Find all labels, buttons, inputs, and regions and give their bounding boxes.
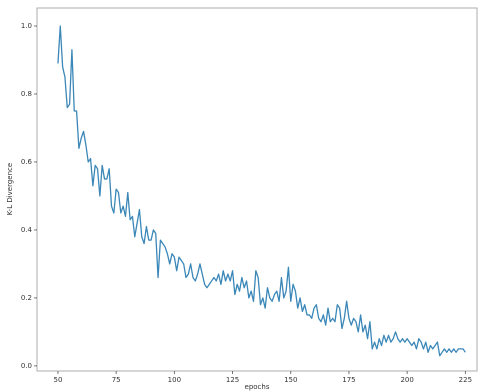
- x-tick-label: 125: [226, 376, 239, 384]
- x-tick-label: 225: [459, 376, 472, 384]
- x-tick-label: 150: [284, 376, 297, 384]
- x-axis-label: epochs: [245, 383, 270, 391]
- y-tick-label: 1.0: [21, 22, 32, 30]
- x-tick-label: 175: [342, 376, 355, 384]
- line: [57, 25, 466, 357]
- y-tick-label: 0.0: [21, 362, 32, 370]
- y-tick-label: 0.6: [21, 158, 33, 166]
- x-tick-label: 50: [53, 376, 62, 384]
- y-axis-label: K-L Divergence: [6, 163, 14, 215]
- x-tick-label: 75: [112, 376, 121, 384]
- y-tick-label: 0.4: [21, 226, 33, 234]
- x-tick-label: 200: [400, 376, 413, 384]
- x-tick-label: 100: [168, 376, 181, 384]
- plot-frame: [36, 7, 478, 372]
- y-tick-label: 0.8: [21, 90, 32, 98]
- y-tick-label: 0.2: [21, 294, 32, 302]
